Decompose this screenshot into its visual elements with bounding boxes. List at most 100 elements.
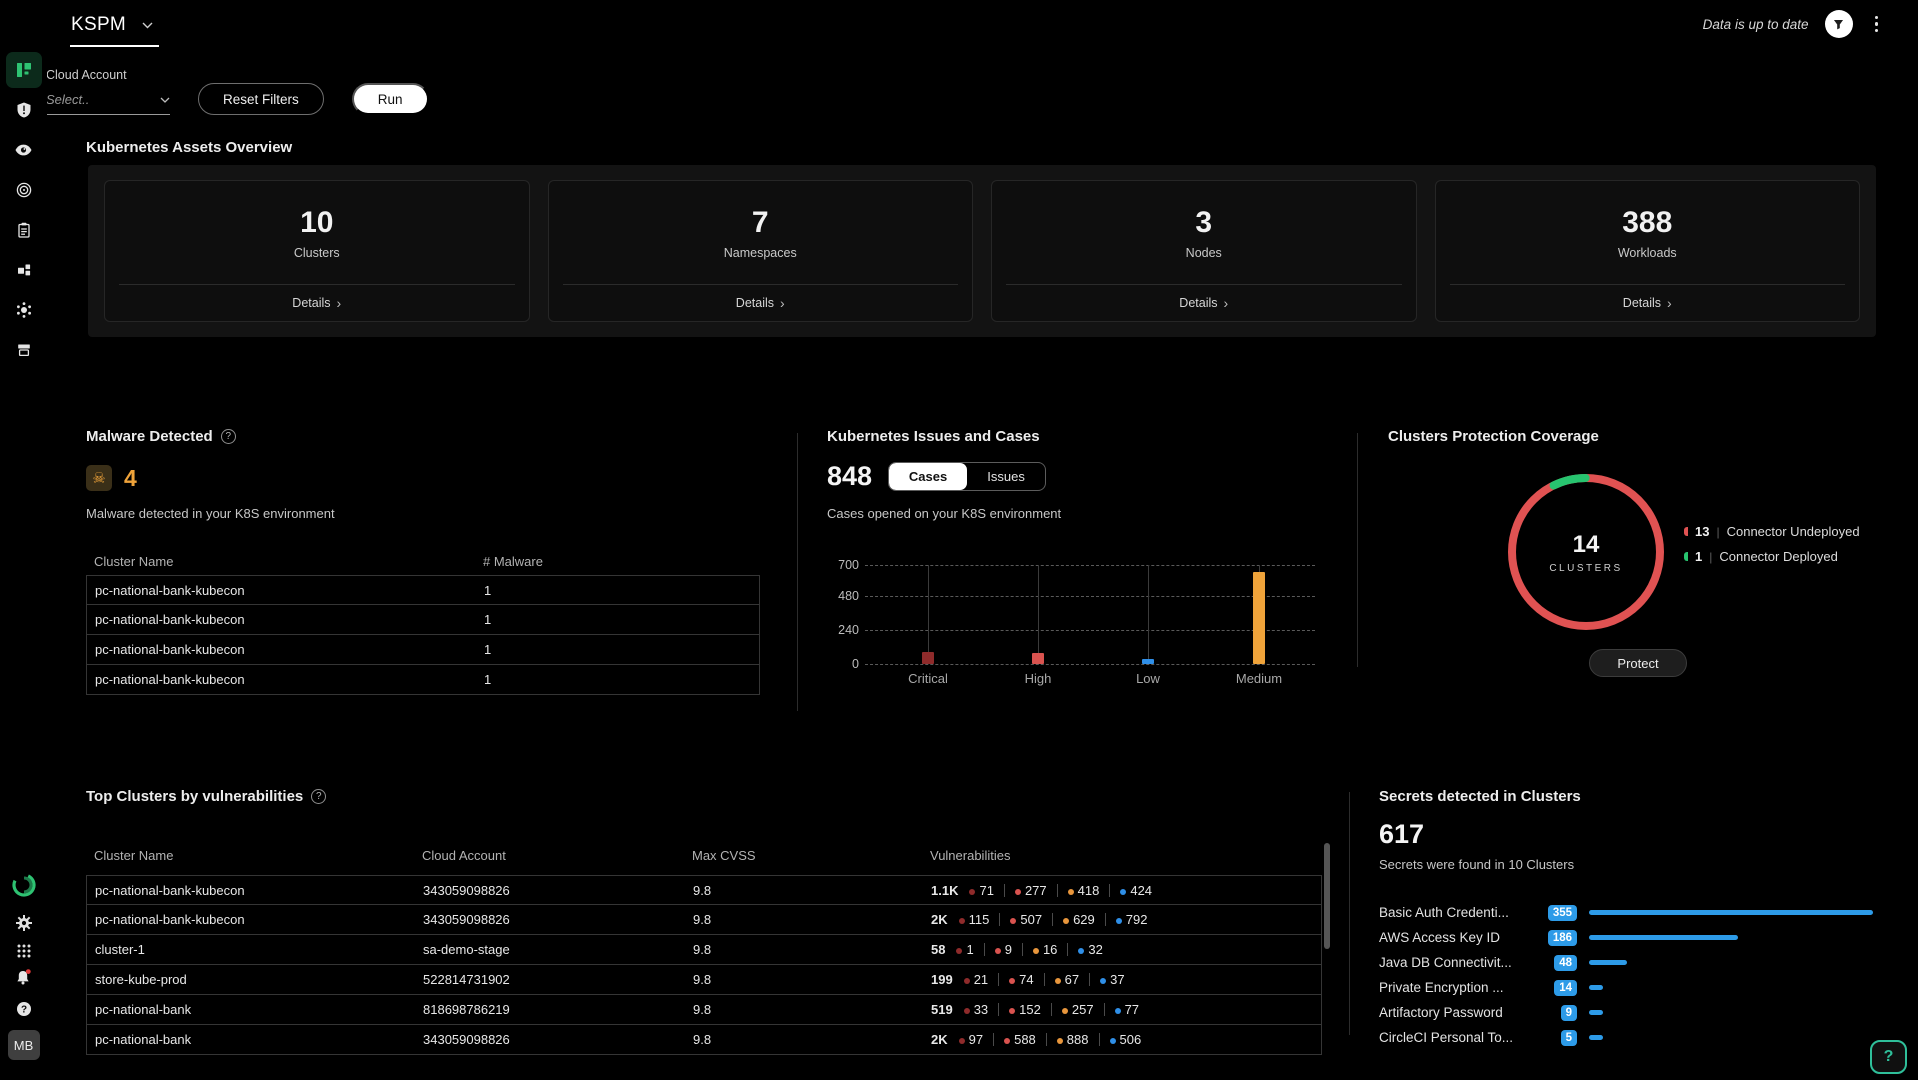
sidebar-item-registry[interactable]: [0, 333, 47, 367]
sidebar-item-apps[interactable]: [0, 934, 47, 968]
cell-max-cvss: 9.8: [693, 1032, 712, 1047]
table-row[interactable]: pc-national-bank 818698786219 9.8 519 33 152 2…: [86, 995, 1322, 1025]
vuln-severity: 792: [1115, 912, 1147, 927]
secret-row[interactable]: AWS Access Key ID 186: [1379, 925, 1876, 950]
vuln-severity: 506: [1109, 1032, 1141, 1047]
vuln-total: 2K: [931, 1032, 948, 1047]
reset-filters-button[interactable]: Reset Filters: [198, 83, 324, 115]
protect-button[interactable]: Protect: [1589, 649, 1687, 677]
table-row[interactable]: store-kube-prod 522814731902 9.8 199 21 74 67 3…: [86, 965, 1322, 995]
protection-legend: 13 | Connector Undeployed 1 | Connector Deplo…: [1684, 524, 1860, 564]
table-row[interactable]: pc-national-bank-kubecon 1: [86, 605, 760, 635]
cell-max-cvss: 9.8: [693, 942, 712, 957]
legend-item: 1 | Connector Deployed: [1684, 549, 1860, 564]
severity-dot: [958, 918, 965, 924]
card-divider: [1449, 284, 1845, 285]
sidebar-item-account[interactable]: MB: [0, 1028, 47, 1062]
x-tick-label: Low: [1136, 671, 1160, 686]
sidebar-item-settings[interactable]: [0, 906, 47, 940]
help-icon[interactable]: ?: [220, 429, 236, 444]
severity-dot: [963, 978, 970, 984]
data-status: Data is up to date: [1702, 16, 1809, 32]
sidebar-item-help[interactable]: ?: [0, 992, 47, 1026]
protection-section: Clusters Protection Coverage 14 CLUSTERS…: [1388, 428, 1876, 728]
secret-row[interactable]: Java DB Connectivit... 48: [1379, 950, 1876, 975]
asset-card: 388 Workloads Details ›: [1434, 180, 1860, 322]
table-row[interactable]: pc-national-bank-kubecon 1: [86, 665, 760, 695]
floating-help-button[interactable]: ?: [1870, 1040, 1907, 1074]
kebab-menu-icon[interactable]: [1869, 12, 1885, 37]
cell-cloud-account: 343059098826: [423, 912, 510, 927]
sidebar-item-brand[interactable]: [0, 868, 47, 902]
clipboard-icon: [15, 221, 33, 239]
sidebar-item-dashboard[interactable]: [0, 52, 47, 88]
severity-count: 77: [1124, 1002, 1140, 1017]
table-row[interactable]: pc-national-bank-kubecon 343059098826 9.8 1…: [86, 875, 1322, 905]
table-scrollbar[interactable]: [1324, 843, 1330, 1023]
secrets-bar-list: Basic Auth Credenti... 355 AWS Access Key …: [1379, 900, 1876, 1050]
details-link[interactable]: Details ›: [735, 295, 785, 311]
filter-button[interactable]: [1824, 10, 1853, 38]
secret-row[interactable]: CircleCI Personal To... 5: [1379, 1025, 1876, 1050]
tab-cases[interactable]: Cases: [889, 463, 968, 490]
sidebar-item-compliance[interactable]: [0, 213, 47, 247]
table-row[interactable]: pc-national-bank-kubecon 1: [86, 635, 760, 665]
cell-cluster-name: pc-national-bank-kubecon: [95, 882, 245, 898]
sidebar-item-risks[interactable]: [0, 93, 47, 127]
tab-issues[interactable]: Issues: [987, 469, 1025, 484]
table-header-row: Cluster Name Cloud Account Max CVSS Vulnera…: [86, 843, 1322, 867]
vuln-severity: 97: [958, 1032, 983, 1047]
run-button[interactable]: Run: [351, 83, 429, 115]
sidebar-item-inventory[interactable]: [0, 253, 47, 287]
card-divider: [1006, 284, 1402, 285]
malware-section: Malware Detected ? ☠ 4 Malware detected …: [86, 428, 760, 695]
details-link[interactable]: Details ›: [1622, 295, 1672, 311]
product-switcher[interactable]: KSPM: [70, 12, 160, 47]
severity-dot: [1010, 918, 1017, 924]
severity-dot: [1067, 888, 1074, 895]
sidebar-item-scan[interactable]: [0, 173, 47, 207]
blocks-icon: [15, 261, 33, 279]
sidebar-item-notifications[interactable]: [0, 960, 47, 994]
table-row[interactable]: pc-national-bank 343059098826 9.8 2K 97 588 88…: [86, 1025, 1322, 1055]
cell-max-cvss: 9.8: [693, 972, 712, 987]
details-link[interactable]: Details ›: [1179, 295, 1229, 311]
severity-count: 424: [1130, 882, 1153, 898]
secret-bar: [1589, 935, 1738, 940]
help-icon[interactable]: ?: [311, 789, 327, 804]
severity-count: 588: [1014, 1032, 1036, 1047]
cell-cluster-name: pc-national-bank: [95, 1032, 192, 1047]
secret-row[interactable]: Basic Auth Credenti... 355: [1379, 900, 1876, 925]
x-tick-label: Medium: [1235, 671, 1283, 686]
severity-dot: [1100, 978, 1107, 984]
severity-dot: [1109, 1038, 1116, 1044]
vuln-total: 2K: [931, 912, 948, 927]
chevron-right-icon: ›: [1223, 295, 1229, 311]
secret-row[interactable]: Private Encryption ... 14: [1379, 975, 1876, 1000]
cell-cloud-account: sa-demo-stage: [423, 942, 510, 957]
vuln-severity: 888: [1056, 1032, 1089, 1047]
cloud-account-select[interactable]: Cloud Account Select..: [46, 68, 170, 115]
severity-dot: [969, 888, 976, 895]
issues-title: Kubernetes Issues and Cases: [827, 428, 1040, 445]
asset-card-value: 3: [1195, 205, 1213, 239]
sidebar-item-visibility[interactable]: [0, 133, 47, 167]
cell-cloud-account: 343059098826: [423, 1032, 510, 1047]
bell-icon: [14, 968, 33, 987]
table-row[interactable]: cluster-1 sa-demo-stage 9.8 58 1 9 16 32: [86, 935, 1322, 965]
details-link[interactable]: Details ›: [292, 295, 342, 311]
y-tick-label: 480: [838, 589, 859, 604]
gridline: [865, 596, 1315, 598]
secret-row[interactable]: Artifactory Password 9: [1379, 1000, 1876, 1025]
table-row[interactable]: pc-national-bank-kubecon 343059098826 9.8 2…: [86, 905, 1322, 935]
gridline: [865, 630, 1315, 632]
donut-center-label: CLUSTERS: [1549, 562, 1623, 574]
sidebar-item-threats[interactable]: [0, 293, 47, 327]
table-row[interactable]: pc-national-bank-kubecon 1: [86, 575, 760, 605]
issues-section: Kubernetes Issues and Cases 848 Cases Iss…: [827, 428, 1321, 728]
page-title: KSPM: [71, 14, 127, 35]
secrets-subtitle: Secrets were found in 10 Clusters: [1379, 857, 1575, 872]
vuln-total: 199: [931, 972, 953, 987]
asset-card-label: Workloads: [1617, 245, 1677, 260]
top-clusters-table: Cluster Name Cloud Account Max CVSS Vulnera…: [86, 843, 1330, 1055]
